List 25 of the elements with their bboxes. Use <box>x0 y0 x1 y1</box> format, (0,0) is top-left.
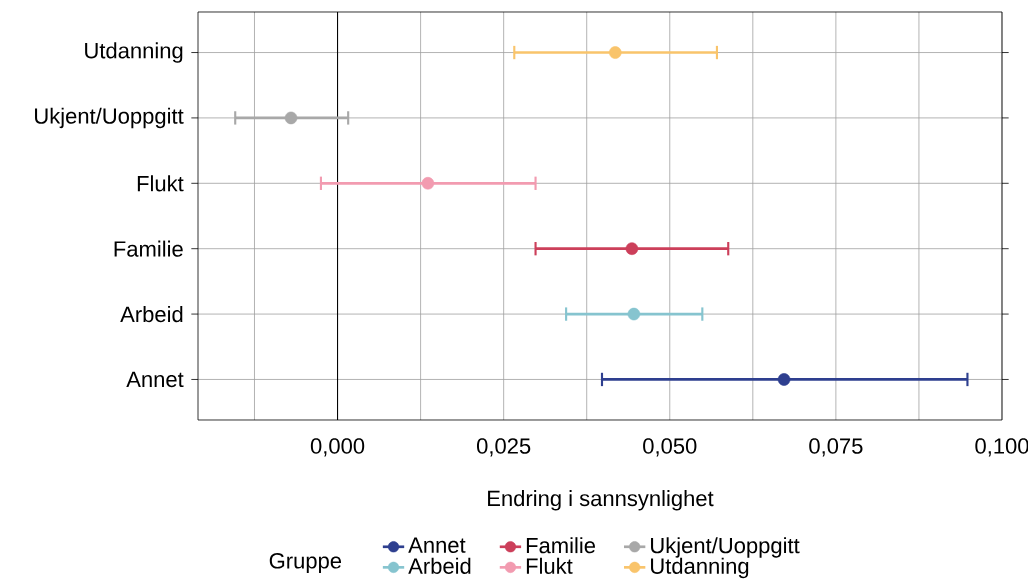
legend-label: Ukjent/Uoppgitt <box>651 537 800 558</box>
point <box>625 242 639 255</box>
x-axis-title: Endring i sannsynlighet <box>488 490 714 511</box>
x-tick-label: 0,025 <box>476 438 531 457</box>
x-tick-label: 0,075 <box>809 438 863 457</box>
legend-label: Annet <box>408 537 466 553</box>
point <box>777 373 791 386</box>
point <box>284 111 298 125</box>
point <box>421 177 435 190</box>
x-tick-label: 0,100 <box>975 438 1028 457</box>
legend-label: Flukt <box>526 557 573 574</box>
y-tick-label: Utdanning <box>85 42 183 63</box>
y-tick-label: Familie <box>114 240 183 257</box>
y-tick-label: Ukjent/Uoppgitt <box>35 107 184 129</box>
y-tick-label: Arbeid <box>120 306 183 323</box>
y-tick-label: Flukt <box>137 175 184 192</box>
legend-label: Arbeid <box>408 557 471 574</box>
x-tick-label: 0,000 <box>310 438 365 457</box>
point <box>627 307 641 321</box>
point <box>609 46 622 59</box>
x-tick-label: 0,050 <box>643 438 697 457</box>
legend-label: Familie <box>526 537 596 554</box>
legend-title: Gruppe <box>269 553 342 573</box>
legend-label: Utdanning <box>651 557 749 579</box>
y-tick-label: Annet <box>126 371 184 388</box>
